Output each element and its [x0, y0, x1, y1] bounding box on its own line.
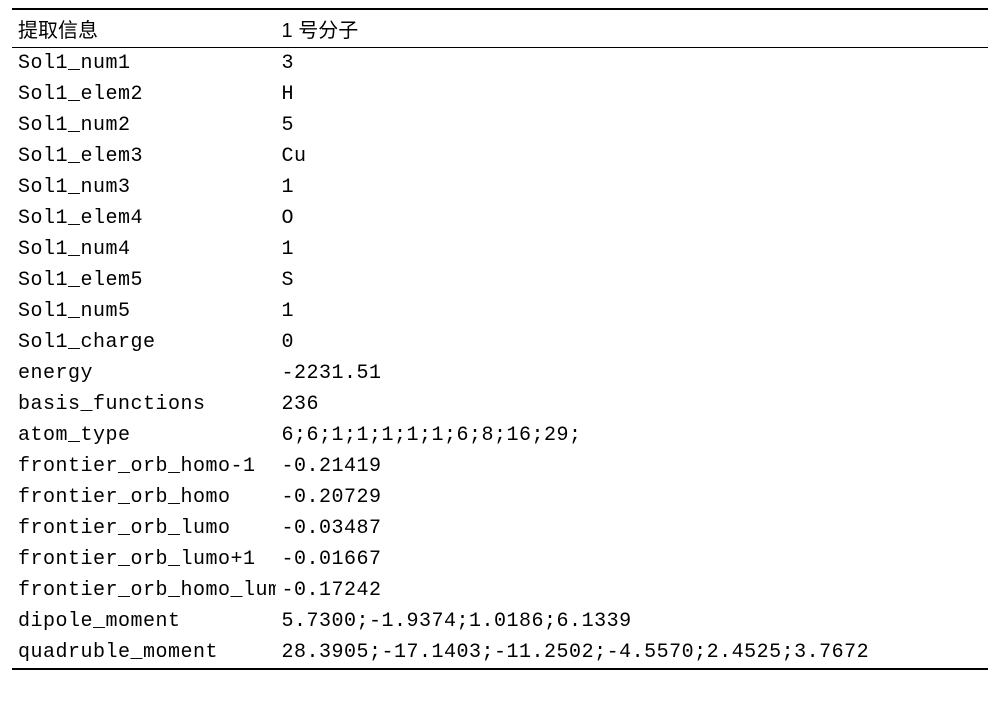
row-key: Sol1_elem5 [12, 265, 276, 296]
row-key: Sol1_num3 [12, 172, 276, 203]
table-row: Sol1_num13 [12, 48, 988, 80]
row-key: frontier_orb_lumo+1 [12, 544, 276, 575]
table-row: basis_functions236 [12, 389, 988, 420]
row-key: Sol1_num1 [12, 48, 276, 80]
row-key: frontier_orb_lumo [12, 513, 276, 544]
row-value: -0.03487 [276, 513, 988, 544]
row-value: 0 [276, 327, 988, 358]
row-value: 3 [276, 48, 988, 80]
row-value: 6;6;1;1;1;1;1;6;8;16;29; [276, 420, 988, 451]
row-key: basis_functions [12, 389, 276, 420]
row-value: -0.20729 [276, 482, 988, 513]
table-row: frontier_orb_lumo+1-0.01667 [12, 544, 988, 575]
table-row: quadruble_moment28.3905;-17.1403;-11.250… [12, 637, 988, 669]
table-header-row: 提取信息 1 号分子 [12, 9, 988, 48]
row-value: 5 [276, 110, 988, 141]
row-value: -0.17242 [276, 575, 988, 606]
table-row: Sol1_elem4O [12, 203, 988, 234]
row-value: -0.01667 [276, 544, 988, 575]
row-key: Sol1_elem2 [12, 79, 276, 110]
row-value: Cu [276, 141, 988, 172]
properties-table: 提取信息 1 号分子 Sol1_num13 Sol1_elem2H Sol1_n… [12, 8, 988, 670]
table-row: Sol1_num51 [12, 296, 988, 327]
row-key: Sol1_num2 [12, 110, 276, 141]
row-value: 1 [276, 234, 988, 265]
row-key: Sol1_num4 [12, 234, 276, 265]
row-key: quadruble_moment [12, 637, 276, 669]
row-value: O [276, 203, 988, 234]
table-row: Sol1_elem3Cu [12, 141, 988, 172]
row-value: 28.3905;-17.1403;-11.2502;-4.5570;2.4525… [276, 637, 988, 669]
row-key: energy [12, 358, 276, 389]
row-value: -0.21419 [276, 451, 988, 482]
row-key: atom_type [12, 420, 276, 451]
table-row: frontier_orb_homo_lumo-0.17242 [12, 575, 988, 606]
row-key: Sol1_charge [12, 327, 276, 358]
header-value: 1 号分子 [276, 9, 988, 48]
row-key: frontier_orb_homo [12, 482, 276, 513]
table-row: frontier_orb_homo-1-0.21419 [12, 451, 988, 482]
table-row: energy-2231.51 [12, 358, 988, 389]
row-value: 5.7300;-1.9374;1.0186;6.1339 [276, 606, 988, 637]
table-body: Sol1_num13 Sol1_elem2H Sol1_num25 Sol1_e… [12, 48, 988, 670]
table-row: atom_type6;6;1;1;1;1;1;6;8;16;29; [12, 420, 988, 451]
row-value: 236 [276, 389, 988, 420]
row-key: Sol1_elem3 [12, 141, 276, 172]
table-row: frontier_orb_lumo-0.03487 [12, 513, 988, 544]
row-key: Sol1_elem4 [12, 203, 276, 234]
table-row: frontier_orb_homo-0.20729 [12, 482, 988, 513]
row-value: S [276, 265, 988, 296]
row-value: H [276, 79, 988, 110]
row-key: Sol1_num5 [12, 296, 276, 327]
table-row: Sol1_num41 [12, 234, 988, 265]
row-value: 1 [276, 172, 988, 203]
table-row: dipole_moment5.7300;-1.9374;1.0186;6.133… [12, 606, 988, 637]
header-key: 提取信息 [12, 9, 276, 48]
table-row: Sol1_charge0 [12, 327, 988, 358]
row-key: frontier_orb_homo-1 [12, 451, 276, 482]
table-row: Sol1_elem5S [12, 265, 988, 296]
row-value: 1 [276, 296, 988, 327]
table-row: Sol1_num31 [12, 172, 988, 203]
row-key: dipole_moment [12, 606, 276, 637]
table-row: Sol1_elem2H [12, 79, 988, 110]
table-row: Sol1_num25 [12, 110, 988, 141]
row-value: -2231.51 [276, 358, 988, 389]
row-key: frontier_orb_homo_lumo [12, 575, 276, 606]
